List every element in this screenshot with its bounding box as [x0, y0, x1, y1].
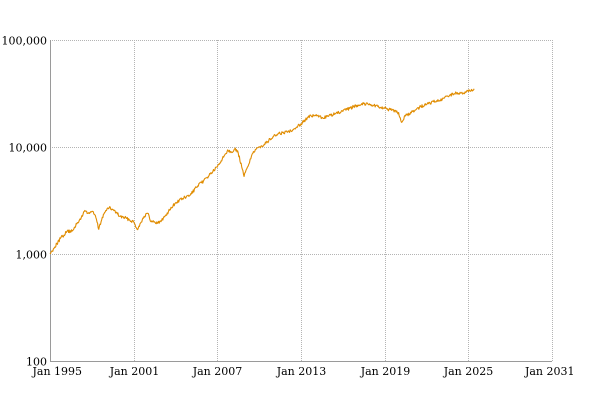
y-tick-label: 1,000 [16, 249, 48, 262]
tick-labels: 100 1,000 10,000 100,000 Jan 1995 Jan 2001 Jan… [2, 35, 575, 379]
x-tick-label: Jan 2001 [109, 365, 160, 378]
x-tick-label: Jan 2031 [524, 365, 575, 378]
series-line-0 [49, 88, 475, 255]
grid-lines [50, 40, 553, 362]
y-tick-label: 10,000 [9, 142, 48, 155]
x-tick-label: Jan 2025 [443, 365, 494, 378]
y-tick-label: 100,000 [2, 35, 48, 48]
x-tick-label: Jan 2007 [192, 365, 243, 378]
x-tick-label: Jan 2013 [276, 365, 327, 378]
y-tick-label: 100 [26, 356, 47, 369]
x-tick-label: Jan 1995 [32, 365, 83, 378]
axes [50, 40, 552, 362]
series-layer [49, 88, 475, 255]
x-tick-label: Jan 2019 [360, 365, 411, 378]
